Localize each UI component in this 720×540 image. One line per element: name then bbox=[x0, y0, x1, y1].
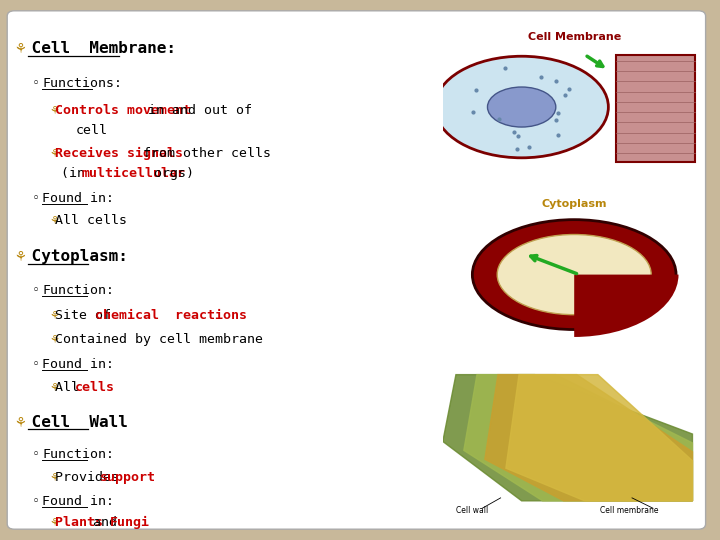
Text: Provides: Provides bbox=[55, 471, 127, 484]
Text: ◦: ◦ bbox=[32, 77, 48, 90]
Text: Site of: Site of bbox=[55, 309, 120, 322]
Text: multicellular: multicellular bbox=[81, 167, 185, 180]
Text: Cell wall: Cell wall bbox=[456, 506, 488, 515]
Circle shape bbox=[435, 56, 608, 158]
Text: (in: (in bbox=[61, 167, 93, 180]
Text: All cells: All cells bbox=[55, 214, 127, 227]
Text: Cell membrane: Cell membrane bbox=[600, 506, 659, 515]
Text: ◦: ◦ bbox=[32, 448, 48, 461]
Text: Plants: Plants bbox=[55, 516, 104, 529]
Text: Cell Membrane: Cell Membrane bbox=[528, 32, 621, 42]
Polygon shape bbox=[443, 375, 693, 501]
Circle shape bbox=[487, 87, 556, 127]
Text: ⚘: ⚘ bbox=[50, 214, 58, 227]
Text: Found in:: Found in: bbox=[42, 192, 114, 205]
FancyBboxPatch shape bbox=[7, 11, 706, 529]
Text: Cytoplasm:: Cytoplasm: bbox=[22, 249, 127, 264]
Polygon shape bbox=[485, 375, 693, 501]
Polygon shape bbox=[506, 375, 693, 501]
Text: in and out of: in and out of bbox=[140, 104, 252, 117]
Wedge shape bbox=[575, 274, 678, 337]
Text: ⚘: ⚘ bbox=[50, 516, 58, 529]
Text: Found in:: Found in: bbox=[42, 495, 114, 508]
Polygon shape bbox=[464, 375, 693, 501]
Text: support: support bbox=[100, 471, 156, 484]
Text: Fungi: Fungi bbox=[110, 516, 150, 529]
Text: ⚘: ⚘ bbox=[50, 471, 58, 484]
Text: ⚘: ⚘ bbox=[50, 147, 58, 160]
Text: ⚘: ⚘ bbox=[16, 41, 25, 56]
Text: and: and bbox=[86, 516, 125, 529]
Text: Cell  Wall: Cell Wall bbox=[22, 415, 127, 430]
Text: ⚘: ⚘ bbox=[50, 104, 58, 117]
Text: Receives signals: Receives signals bbox=[55, 147, 184, 160]
Bar bbox=[616, 55, 695, 163]
Ellipse shape bbox=[498, 234, 651, 315]
Text: ◦: ◦ bbox=[32, 495, 48, 508]
Text: cell: cell bbox=[76, 124, 107, 137]
Text: ⚘: ⚘ bbox=[16, 249, 25, 264]
Text: Found in:: Found in: bbox=[42, 358, 114, 371]
Text: Cell  Membrane:: Cell Membrane: bbox=[22, 41, 176, 56]
Text: Controls movement: Controls movement bbox=[55, 104, 192, 117]
Text: Cytoplasm: Cytoplasm bbox=[541, 199, 607, 209]
Text: ◦: ◦ bbox=[32, 192, 48, 205]
Text: Function:: Function: bbox=[42, 284, 114, 297]
Text: Functions:: Functions: bbox=[42, 77, 122, 90]
Text: ⚘: ⚘ bbox=[50, 309, 58, 322]
Text: ◦: ◦ bbox=[32, 284, 48, 297]
Text: All: All bbox=[55, 381, 87, 394]
Text: ⚘: ⚘ bbox=[50, 381, 58, 394]
Text: cells: cells bbox=[76, 381, 115, 394]
Text: ⚘: ⚘ bbox=[16, 415, 25, 430]
Text: from other cells: from other cells bbox=[135, 147, 271, 160]
Text: ◦: ◦ bbox=[32, 358, 48, 371]
Text: chemical  reactions: chemical reactions bbox=[95, 309, 248, 322]
Text: ⚘: ⚘ bbox=[50, 333, 58, 346]
Text: Function:: Function: bbox=[42, 448, 114, 461]
Text: Contained by cell membrane: Contained by cell membrane bbox=[55, 333, 264, 346]
Text: orgs): orgs) bbox=[146, 167, 194, 180]
Ellipse shape bbox=[472, 220, 676, 329]
